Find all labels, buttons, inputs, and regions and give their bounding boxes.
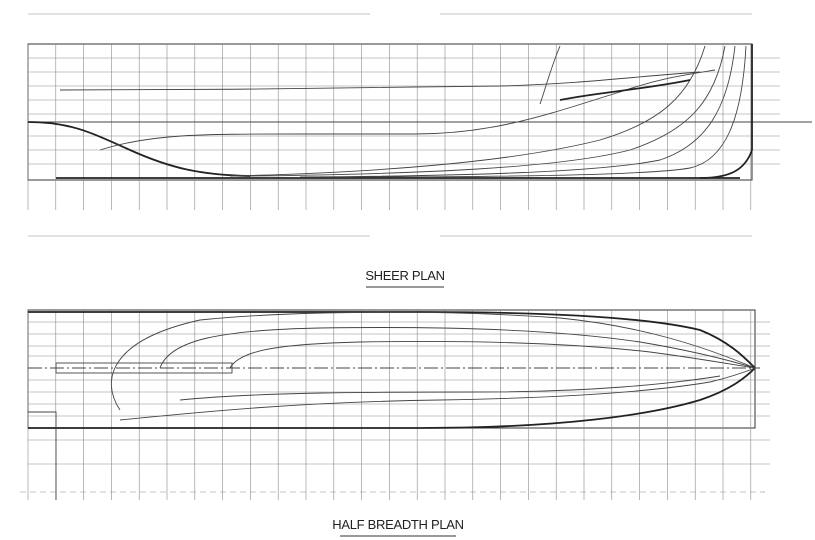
frame [27,43,753,181]
grid [27,44,780,210]
half-breadth-plan-title: HALF BREADTH PLAN [332,517,463,532]
bow-line [539,45,561,105]
half-breadth-plan: HALF BREADTH PLAN [20,309,770,537]
sheer-line [59,71,701,91]
sheer-plan-title: SHEER PLAN [365,268,444,283]
waterline [119,367,756,421]
keel-plate [55,362,233,374]
deck-edge [28,311,756,369]
bow-line [299,45,736,178]
waterline [179,375,721,401]
bow-line [349,45,747,178]
grid [27,310,770,500]
waterline [229,341,756,369]
waterline [159,327,756,369]
bow-line [249,45,726,177]
stem-profile [699,44,753,179]
transom-outline [28,411,57,500]
sheer-plan: SHEER PLAN [27,13,812,288]
deck-edge [28,367,756,429]
buttock-line [99,69,716,151]
deck-line [559,79,691,101]
stern-profile [27,121,251,177]
bow-line [229,45,706,177]
waterline [110,311,756,411]
